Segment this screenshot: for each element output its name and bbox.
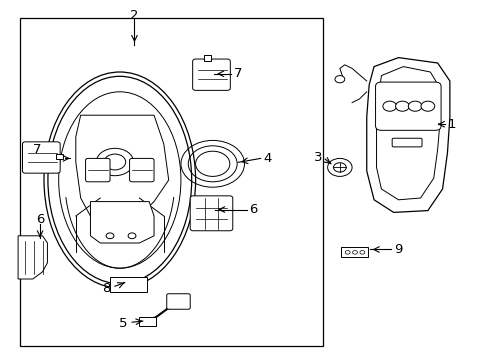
Bar: [20, 18, 322, 346]
Circle shape: [334, 76, 344, 83]
Polygon shape: [90, 202, 154, 243]
Text: 3: 3: [313, 151, 322, 164]
Circle shape: [359, 251, 364, 254]
Text: 7: 7: [233, 67, 242, 80]
Circle shape: [352, 251, 357, 254]
Bar: [203, 55, 211, 61]
FancyBboxPatch shape: [391, 138, 421, 147]
Text: 2: 2: [130, 9, 139, 22]
FancyBboxPatch shape: [192, 59, 230, 90]
Text: 6: 6: [248, 203, 257, 216]
Circle shape: [407, 101, 421, 111]
Text: 5: 5: [119, 317, 127, 330]
Bar: [56, 154, 63, 159]
Circle shape: [104, 212, 116, 220]
Polygon shape: [18, 236, 47, 279]
FancyBboxPatch shape: [22, 142, 60, 173]
Circle shape: [333, 163, 346, 172]
Circle shape: [420, 101, 434, 111]
Circle shape: [96, 148, 133, 176]
Text: 8: 8: [102, 282, 111, 295]
Circle shape: [395, 101, 408, 111]
Circle shape: [345, 251, 349, 254]
Bar: [341, 247, 367, 257]
Circle shape: [106, 233, 114, 239]
Bar: [139, 317, 156, 326]
Text: 6: 6: [36, 213, 44, 226]
Text: 1: 1: [446, 118, 455, 131]
Circle shape: [104, 154, 125, 170]
Polygon shape: [76, 115, 168, 230]
Text: 7: 7: [32, 143, 41, 156]
Circle shape: [128, 233, 136, 239]
Bar: [110, 277, 146, 292]
FancyBboxPatch shape: [166, 294, 190, 309]
Circle shape: [382, 101, 396, 111]
Circle shape: [133, 212, 145, 220]
Circle shape: [327, 158, 351, 176]
FancyBboxPatch shape: [85, 158, 110, 182]
FancyBboxPatch shape: [129, 158, 154, 182]
FancyBboxPatch shape: [375, 82, 440, 130]
Text: 9: 9: [393, 243, 402, 256]
Polygon shape: [366, 58, 449, 212]
FancyBboxPatch shape: [190, 196, 232, 231]
Text: 4: 4: [263, 152, 272, 165]
